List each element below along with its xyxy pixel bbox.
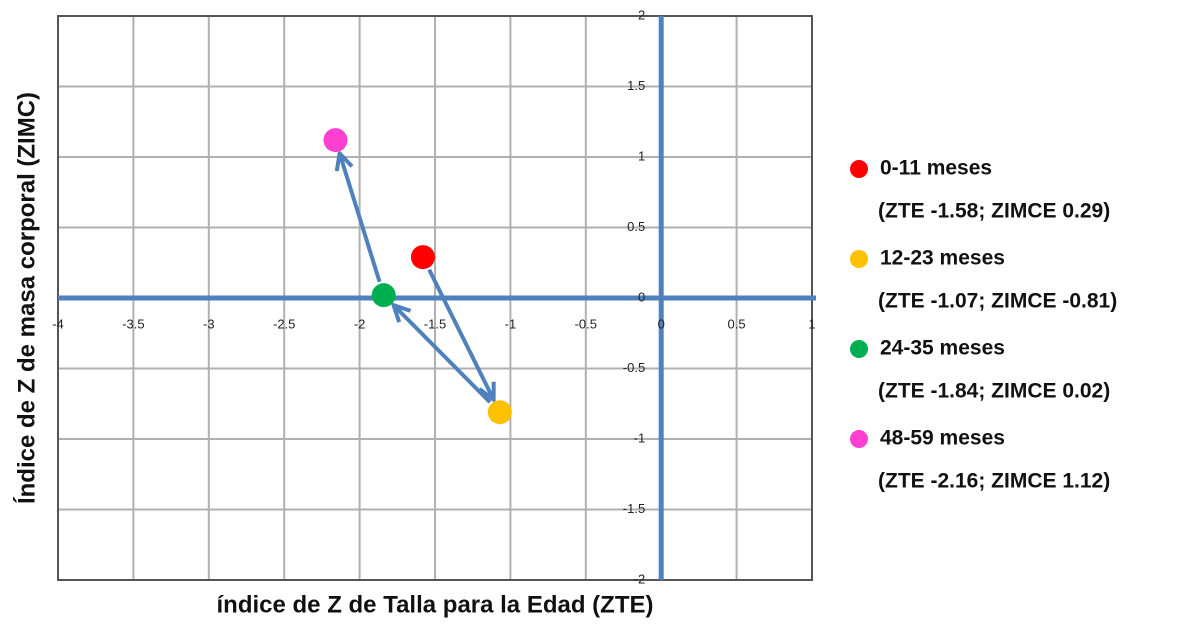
x-tick-label: -1.5 <box>424 316 446 331</box>
arrow <box>394 305 492 404</box>
y-tick-label: -1 <box>634 430 646 445</box>
legend-swatch <box>850 250 868 268</box>
y-tick-label: -2 <box>634 571 646 586</box>
y-axis-title: Índice de Z de masa corporal (ZIMC) <box>12 92 40 504</box>
point <box>323 128 348 153</box>
y-tick-label: 0 <box>638 289 645 304</box>
y-tick-label: 2 <box>638 7 645 22</box>
x-tick-label: -3 <box>203 316 215 331</box>
legend-note: (ZTE -2.16; ZIMCE 1.12) <box>878 470 1110 493</box>
y-tick-label: 0.5 <box>627 219 645 234</box>
y-tick-label: -1.5 <box>623 501 645 516</box>
x-tick-label: 0.5 <box>728 316 746 331</box>
legend-label: 48-59 meses <box>880 427 1005 450</box>
legend-note: (ZTE -1.84; ZIMCE 0.02) <box>878 380 1110 403</box>
point <box>371 283 396 308</box>
y-tick-label: 1 <box>638 148 645 163</box>
x-tick-label: 0 <box>658 316 665 331</box>
x-tick-label: -1 <box>505 316 517 331</box>
legend-note: (ZTE -1.58; ZIMCE 0.29) <box>878 200 1110 223</box>
legend-label: 12-23 meses <box>880 247 1005 270</box>
arrow <box>427 268 493 400</box>
x-axis-title: índice de Z de Talla para la Edad (ZTE) <box>217 591 654 618</box>
arrow <box>340 153 382 283</box>
legend-note: (ZTE -1.07; ZIMCE -0.81) <box>878 290 1117 313</box>
y-tick-label: -0.5 <box>623 360 645 375</box>
x-tick-label: -2 <box>354 316 366 331</box>
x-tick-label: -2.5 <box>273 316 295 331</box>
legend-swatch <box>850 340 868 358</box>
x-tick-label: -0.5 <box>575 316 597 331</box>
legend-swatch <box>850 430 868 448</box>
x-tick-label: 1 <box>808 316 815 331</box>
legend-swatch <box>850 160 868 178</box>
legend-label: 0-11 meses <box>880 157 992 180</box>
legend-label: 24-35 meses <box>880 337 1005 360</box>
x-tick-label: -3.5 <box>122 316 144 331</box>
point <box>487 400 512 425</box>
y-tick-label: 1.5 <box>627 78 645 93</box>
point <box>410 245 435 270</box>
x-tick-label: -4 <box>52 316 64 331</box>
